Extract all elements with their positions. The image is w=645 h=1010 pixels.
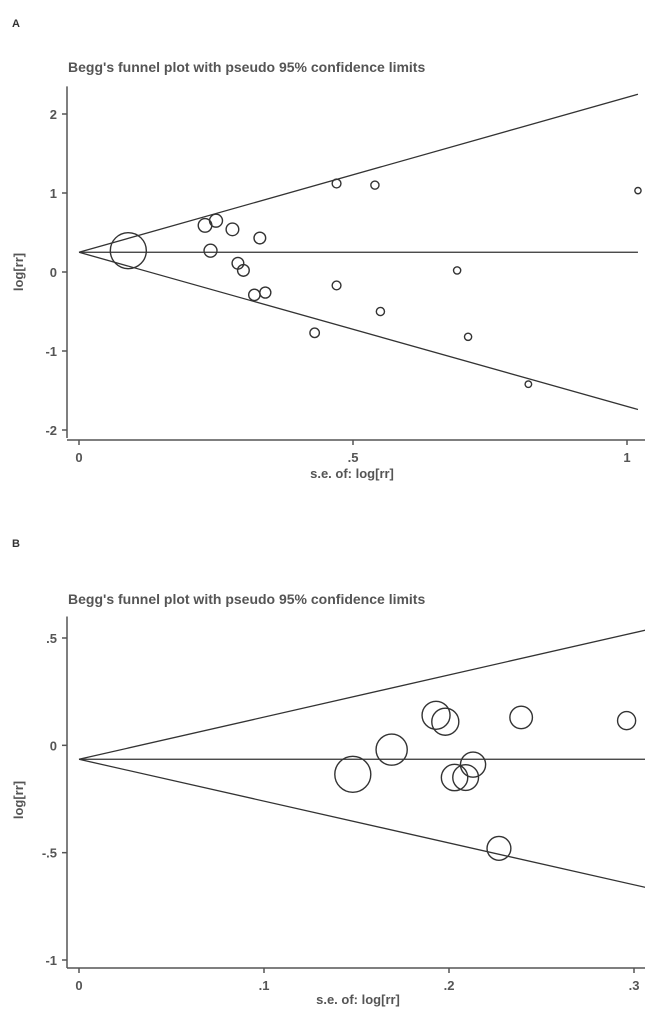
study-point <box>634 186 642 195</box>
x-tick-label: .5 <box>348 450 359 465</box>
study-point <box>421 700 451 730</box>
x-tick-label: .3 <box>629 978 640 993</box>
y-tick-label: 2 <box>50 107 57 122</box>
study-point <box>331 280 342 291</box>
study-point <box>440 763 469 792</box>
study-point <box>486 835 512 861</box>
y-tick-label: -1 <box>45 344 57 359</box>
y-tick-label: -.5 <box>42 846 57 861</box>
study-point <box>524 380 533 389</box>
study-point <box>616 710 637 731</box>
chart-title: Begg's funnel plot with pseudo 95% confi… <box>68 591 425 607</box>
x-axis-label: s.e. of: log[rr] <box>316 992 400 1007</box>
study-point <box>334 755 372 794</box>
y-tick-label: -2 <box>45 423 57 438</box>
y-tick-label: -1 <box>45 953 57 968</box>
study-point <box>370 180 380 190</box>
study-point <box>431 707 460 736</box>
y-axis-label: log[rr] <box>11 781 26 819</box>
funnel-plot-b: Begg's funnel plot with pseudo 95% confi… <box>11 591 645 1007</box>
panel-letter-a: A <box>12 18 20 30</box>
study-point <box>203 243 218 258</box>
y-tick-label: 0 <box>50 738 57 753</box>
study-point <box>459 751 487 778</box>
y-axis-label: log[rr] <box>11 253 26 291</box>
x-tick-label: 0 <box>75 450 82 465</box>
upper-ci-limit-line <box>78 629 645 760</box>
plot-area: -1 -.5 0 .5 0 .1 .2 .3 <box>42 616 645 993</box>
upper-ci-limit-line <box>78 93 639 253</box>
y-tick-label: 0 <box>50 265 57 280</box>
study-point <box>509 705 534 730</box>
funnel-plot-a: Begg's funnel plot with pseudo 95% confi… <box>11 59 645 481</box>
study-point <box>208 213 224 228</box>
study-point <box>375 733 408 766</box>
study-point <box>375 306 386 317</box>
plot-area: -2 -1 0 1 2 0 .5 1 <box>45 86 645 465</box>
study-point <box>225 222 240 237</box>
x-tick-label: 1 <box>623 450 630 465</box>
chart-title: Begg's funnel plot with pseudo 95% confi… <box>68 59 425 75</box>
y-tick-label: 1 <box>50 186 57 201</box>
lower-ci-limit-line <box>78 251 639 411</box>
study-point <box>253 231 267 245</box>
study-point <box>259 286 272 299</box>
x-tick-label: .1 <box>259 978 270 993</box>
study-point <box>463 332 473 342</box>
study-point <box>236 263 250 277</box>
study-point <box>309 327 321 339</box>
study-point <box>452 266 462 275</box>
study-point <box>452 763 480 792</box>
y-tick-label: .5 <box>46 631 57 646</box>
x-tick-label: .2 <box>444 978 455 993</box>
study-point <box>109 231 148 270</box>
x-tick-label: 0 <box>75 978 82 993</box>
panel-letter-b: B <box>12 538 20 550</box>
study-point <box>331 178 342 189</box>
lower-ci-limit-line <box>78 758 645 888</box>
x-axis-label: s.e. of: log[rr] <box>310 466 394 481</box>
